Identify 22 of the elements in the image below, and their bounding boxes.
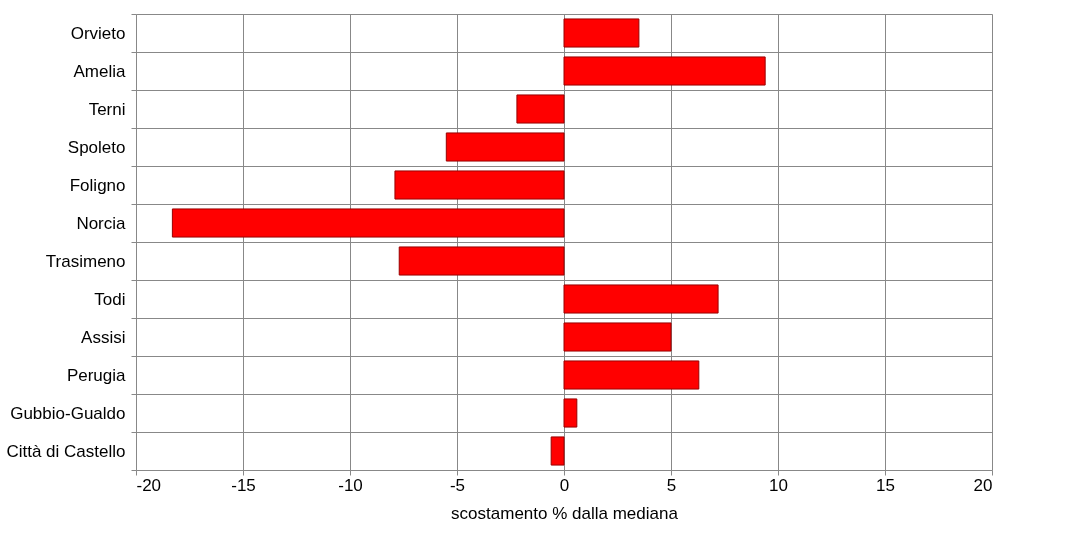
x-tick-label: 20: [973, 475, 993, 495]
x-tick-label: 0: [559, 475, 570, 495]
x-axis-title: scostamento % dalla mediana: [451, 503, 679, 523]
y-tick-label: Orvieto: [70, 23, 126, 43]
y-tick-label: Perugia: [66, 365, 127, 385]
x-tick-label: 15: [876, 475, 895, 495]
x-tick-label: -5: [449, 475, 466, 495]
x-tick-label: -20: [136, 475, 162, 495]
y-tick-label: Norcia: [76, 213, 127, 233]
y-tick-label: Foligno: [69, 175, 126, 195]
y-tick-label: Todi: [94, 289, 126, 309]
x-tick-label: -15: [231, 475, 256, 495]
x-tick-label: 5: [666, 475, 677, 495]
x-tick-label: -10: [338, 475, 363, 495]
y-tick-label: Assisi: [81, 327, 126, 347]
y-tick-label: Trasimeno: [45, 251, 126, 271]
x-tick-label: 10: [769, 475, 788, 495]
y-tick-label: Terni: [88, 99, 126, 119]
y-tick-label: Gubbio-Gualdo: [10, 403, 126, 423]
y-tick-label: Amelia: [73, 61, 127, 81]
y-tick-label: Città di Castello: [6, 441, 126, 461]
y-tick-label: Spoleto: [67, 137, 126, 157]
